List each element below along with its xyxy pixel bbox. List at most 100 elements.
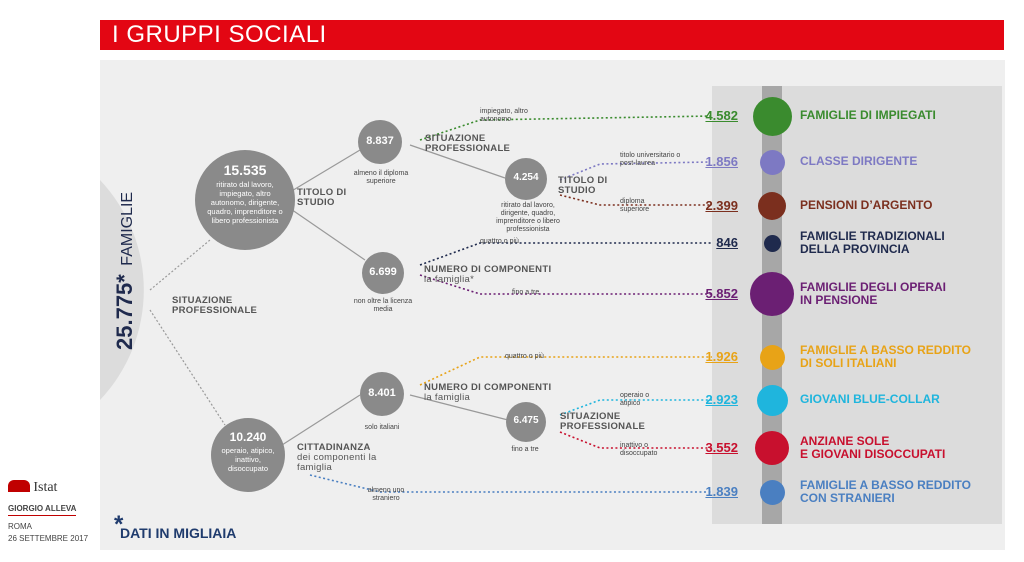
note-operaio: operaio o atipico bbox=[620, 392, 650, 407]
group-name: FAMIGLIE A BASSO REDDITO CON STRANIERI bbox=[800, 479, 971, 505]
label-cittadinanza-main: CITTADINANZA bbox=[297, 442, 371, 453]
label-numero-comp-2-main: NUMERO DI COMPONENTI bbox=[424, 382, 552, 393]
label-titolo-studio-1: TITOLO DI STUDIO bbox=[297, 187, 347, 208]
edge-blue-collar bbox=[559, 399, 712, 416]
note-quattro-1: quattro o più bbox=[480, 238, 519, 245]
group-dot bbox=[755, 431, 789, 465]
edge-15535-6699 bbox=[284, 204, 366, 261]
note-titolo-univ: titolo universitario o post-laurea bbox=[620, 152, 681, 167]
total-unit: FAMIGLIE bbox=[119, 191, 136, 266]
node-10240: 10.240 operaio, atipico, inattivo, disoc… bbox=[211, 418, 285, 492]
edge-8401-6475 bbox=[409, 394, 509, 421]
node-10240-value: 10.240 bbox=[229, 430, 267, 444]
node-6475-desc: fino a tre bbox=[511, 446, 539, 453]
group-name: FAMIGLIE DEGLI OPERAI IN PENSIONE bbox=[800, 281, 946, 307]
group-dot bbox=[759, 149, 785, 175]
group-name-line1: FAMIGLIE TRADIZIONALI bbox=[800, 229, 945, 243]
group-value: 5.852 bbox=[705, 286, 738, 301]
node-6699-desc: non oltre la licenza media bbox=[353, 298, 413, 313]
edge-argento bbox=[559, 194, 712, 206]
node-6699: 6.699 bbox=[362, 252, 404, 294]
label-titolo-studio-2: TITOLO DI STUDIO bbox=[558, 175, 608, 196]
edge-10240-8401 bbox=[281, 394, 361, 446]
group-name: CLASSE DIRIGENTE bbox=[800, 155, 917, 168]
group-name-line2: DELLA PROVINCIA bbox=[800, 242, 910, 256]
footnote-star: * bbox=[114, 511, 124, 538]
node-15535-value: 15.535 bbox=[223, 162, 267, 178]
istat-logo-text: Istat bbox=[33, 480, 58, 495]
group-name-line1: ANZIANE SOLE bbox=[800, 434, 890, 448]
node-10240-desc: operaio, atipico, inattivo, disoccupato bbox=[221, 446, 275, 473]
group-dot bbox=[758, 192, 786, 220]
group-value: 1.839 bbox=[705, 484, 738, 499]
edge-operai bbox=[419, 274, 712, 295]
note-quattro-2: quattro o più bbox=[505, 353, 544, 360]
group-value: 1.926 bbox=[705, 349, 738, 364]
label-cittadinanza: CITTADINANZA dei componenti la famiglia bbox=[297, 443, 387, 473]
label-situazione-root: SITUAZIONE PROFESSIONALE bbox=[172, 295, 258, 316]
group-dot bbox=[752, 96, 792, 136]
node-8401-desc: solo italiani bbox=[364, 424, 400, 431]
group-name: FAMIGLIE A BASSO REDDITO DI SOLI ITALIANI bbox=[800, 344, 971, 370]
node-15535: 15.535 ritirato dal lavoro, impiegato, a… bbox=[195, 150, 295, 250]
footnote: * DATI IN MIGLIAIA bbox=[114, 511, 237, 541]
group-value: 1.856 bbox=[705, 154, 738, 169]
label-numero-comp-2-sub: la famiglia bbox=[424, 392, 471, 403]
node-8837: 8.837 bbox=[358, 120, 402, 164]
note-almeno: almeno uno straniero bbox=[367, 487, 405, 502]
group-name-line1: FAMIGLIE DEGLI OPERAI bbox=[800, 280, 947, 294]
edge-anziane bbox=[559, 431, 712, 449]
edge-root-10240 bbox=[149, 309, 226, 426]
total-families: 25.775* FAMIGLIE bbox=[112, 192, 138, 350]
group-value: 2.923 bbox=[705, 392, 738, 407]
edge-stranieri bbox=[309, 474, 712, 493]
note-fino-tre-1: fino a tre bbox=[512, 289, 540, 296]
label-numero-comp-1-sub: la famiglia* bbox=[424, 274, 475, 285]
group-value: 846 bbox=[716, 235, 738, 250]
group-dot bbox=[756, 384, 788, 416]
date: 26 SETTEMBRE 2017 bbox=[8, 534, 89, 543]
title-bar: I GRUPPI SOCIALI bbox=[100, 20, 1004, 50]
node-8837-desc: almeno il diploma superiore bbox=[353, 170, 409, 185]
group-value: 4.582 bbox=[705, 108, 738, 123]
group-name-line2: IN PENSIONE bbox=[800, 293, 878, 307]
node-8401: 8.401 bbox=[360, 372, 404, 416]
group-name: FAMIGLIE DI IMPIEGATI bbox=[800, 109, 936, 122]
group-name-line1: FAMIGLIE A BASSO REDDITO bbox=[800, 478, 971, 492]
label-numero-comp-2: NUMERO DI COMPONENTI la famiglia bbox=[424, 383, 554, 403]
label-situazione-3: SITUAZIONE PROFESSIONALE bbox=[560, 411, 646, 432]
group-name-line1: FAMIGLIE A BASSO REDDITO bbox=[800, 343, 971, 357]
note-impiegato: impiegato, altro autonomo bbox=[480, 108, 528, 123]
group-name: PENSIONI D’ARGENTO bbox=[800, 199, 932, 212]
author: GIORGIO ALLEVA bbox=[8, 504, 77, 516]
edge-dirigente bbox=[559, 161, 711, 181]
group-name: FAMIGLIE TRADIZIONALI DELLA PROVINCIA bbox=[800, 230, 945, 256]
edge-basso-italiani bbox=[419, 356, 712, 386]
page-title: I GRUPPI SOCIALI bbox=[112, 21, 327, 48]
group-dot bbox=[750, 272, 794, 316]
label-numero-comp-1: NUMERO DI COMPONENTI la famiglia* bbox=[424, 265, 554, 285]
group-name-line2: E GIOVANI DISOCCUPATI bbox=[800, 447, 946, 461]
footnote-text: DATI IN MIGLIAIA bbox=[120, 525, 237, 541]
group-dot bbox=[763, 234, 781, 252]
group-name-line2: DI SOLI ITALIANI bbox=[800, 356, 897, 370]
group-dot bbox=[759, 479, 785, 505]
total-value: 25.775* bbox=[112, 274, 137, 350]
root-arc bbox=[100, 180, 144, 400]
group-value: 2.399 bbox=[705, 198, 738, 213]
node-8401-value: 8.401 bbox=[368, 387, 396, 399]
group-dot bbox=[759, 344, 785, 370]
edge-root-15535 bbox=[149, 239, 211, 291]
edge-impiegati bbox=[419, 115, 713, 141]
place: ROMA bbox=[8, 522, 32, 531]
edge-provincia bbox=[419, 242, 712, 266]
node-15535-desc: ritirato dal lavoro, impiegato, altro au… bbox=[207, 180, 283, 225]
group-name: GIOVANI BLUE-COLLAR bbox=[800, 393, 940, 406]
group-name-line1: CLASSE DIRIGENTE bbox=[800, 154, 918, 168]
node-4254-desc: ritirato dal lavoro, dirigente, quadro, … bbox=[496, 202, 560, 233]
group-name-line1: PENSIONI D’ARGENTO bbox=[800, 198, 933, 212]
label-cittadinanza-sub: dei componenti la famiglia bbox=[297, 452, 377, 473]
node-6475-value: 6.475 bbox=[513, 415, 539, 426]
group-name-line1: FAMIGLIE DI IMPIEGATI bbox=[800, 108, 936, 122]
